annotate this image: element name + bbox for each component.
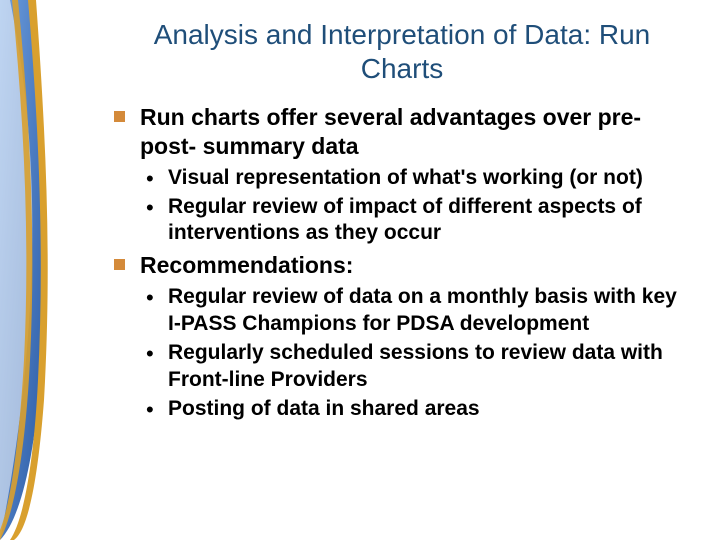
level2-text: Regular review of impact of different as…	[168, 194, 680, 248]
level1-text: Recommendations:	[140, 251, 680, 280]
level2-text: Visual representation of what's working …	[168, 165, 680, 192]
level2-list: Regular review of data on a monthly basi…	[140, 284, 680, 422]
level1-text: Run charts offer several advantages over…	[140, 103, 680, 161]
level2-item: Visual representation of what's working …	[140, 165, 680, 192]
level2-text: Posting of data in shared areas	[168, 396, 680, 423]
level2-item: Regularly scheduled sessions to review d…	[140, 340, 680, 394]
level1-list: Run charts offer several advantages over…	[110, 103, 680, 422]
level2-list: Visual representation of what's working …	[140, 165, 680, 248]
level2-text: Regular review of data on a monthly basi…	[168, 284, 680, 338]
level2-item: Regular review of impact of different as…	[140, 194, 680, 248]
level2-text: Regularly scheduled sessions to review d…	[168, 340, 680, 394]
slide-title: Analysis and Interpretation of Data: Run…	[124, 18, 680, 85]
level2-item: Posting of data in shared areas	[140, 396, 680, 423]
level1-item: Recommendations: Regular review of data …	[110, 251, 680, 422]
level1-item: Run charts offer several advantages over…	[110, 103, 680, 247]
slide-content: Analysis and Interpretation of Data: Run…	[0, 0, 720, 540]
level2-item: Regular review of data on a monthly basi…	[140, 284, 680, 338]
